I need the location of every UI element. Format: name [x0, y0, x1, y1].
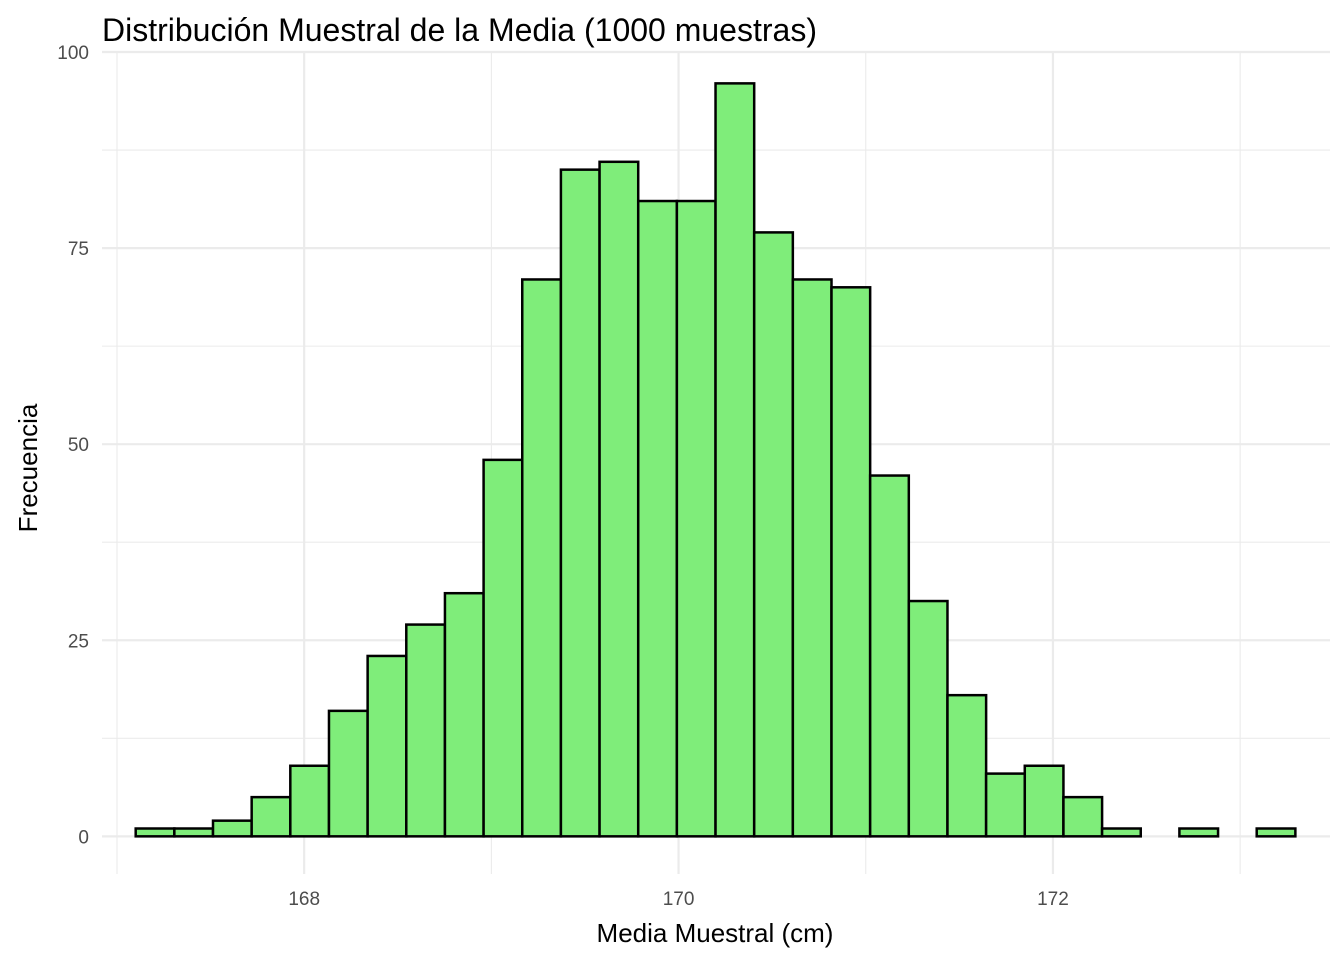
histogram-bar-0 — [134, 827, 176, 838]
histogram-bar-29 — [1255, 827, 1297, 838]
histogram-bar-27 — [1178, 827, 1220, 838]
histogram-bar-9 — [482, 458, 524, 838]
histogram-bar-10 — [521, 278, 563, 838]
histogram-bar-22 — [984, 772, 1027, 838]
y-tick-label-3: 75 — [68, 239, 89, 260]
x-tick-label-2: 172 — [1037, 889, 1069, 910]
y-tick-label-2: 50 — [68, 435, 89, 456]
histogram-bar-2 — [211, 819, 253, 838]
histogram-bar-16 — [752, 231, 795, 838]
y-tick-label-1: 25 — [68, 631, 89, 652]
x-tick-label-0: 168 — [288, 889, 320, 910]
histogram-bar-20 — [907, 599, 949, 838]
histogram-bars — [134, 82, 1297, 838]
histogram-bar-21 — [946, 693, 988, 838]
x-axis-tick-labels: 168 170 172 — [288, 889, 1068, 910]
histogram-bar-6 — [366, 654, 408, 838]
histogram-bar-5 — [327, 709, 369, 838]
x-tick-label-1: 170 — [663, 889, 695, 910]
histogram-bar-11 — [559, 168, 601, 838]
x-axis-title: Media Muestral (cm) — [597, 918, 834, 948]
histogram-bar-24 — [1062, 795, 1104, 838]
chart-title: Distribución Muestral de la Media (1000 … — [102, 12, 817, 48]
histogram-bar-4 — [289, 764, 331, 838]
histogram-bar-17 — [791, 278, 833, 838]
y-tick-label-0: 0 — [78, 827, 89, 848]
histogram-bar-18 — [830, 286, 872, 838]
y-axis-title: Frecuencia — [13, 403, 43, 532]
histogram-bar-7 — [405, 623, 447, 838]
histogram-bar-19 — [868, 474, 911, 838]
histogram-bar-15 — [714, 82, 756, 838]
histogram-bar-25 — [1100, 827, 1142, 838]
histogram-bar-23 — [1023, 764, 1065, 838]
histogram-bar-3 — [250, 795, 292, 838]
y-tick-label-4: 100 — [57, 43, 89, 64]
histogram-bar-12 — [598, 160, 640, 838]
histogram-bar-14 — [675, 199, 717, 838]
histogram-bar-1 — [173, 827, 215, 838]
histogram-bar-8 — [443, 591, 485, 838]
histogram-bar-13 — [636, 199, 679, 838]
y-axis-tick-labels: 0 25 50 75 100 — [57, 43, 89, 848]
